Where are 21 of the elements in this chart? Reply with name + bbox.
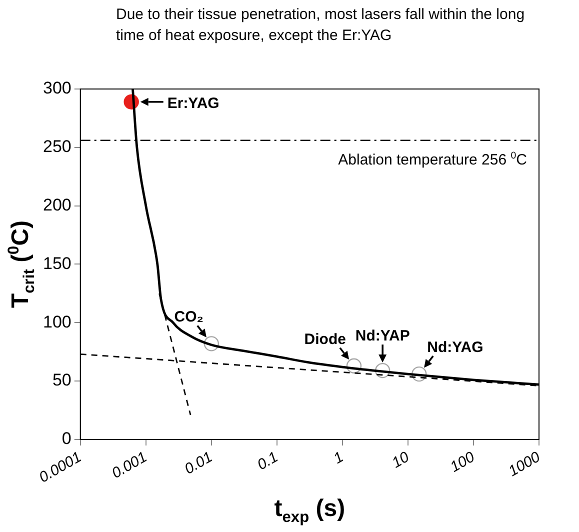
- y-tick-label: 150: [42, 254, 72, 273]
- y-tick-label: 0: [62, 429, 72, 448]
- y-tick-label: 300: [42, 78, 72, 98]
- x-tick-label: 10: [389, 448, 413, 472]
- y-tick-label: 50: [52, 370, 72, 390]
- chart-title: Due to their tissue penetration, most lasers fall within the long time of heat exposure, except the Er:YAG: [116, 5, 526, 46]
- x-tick-label: 1: [330, 448, 347, 468]
- x-tick-label: 0.01: [182, 448, 216, 478]
- annotation: Er:YAG: [167, 94, 220, 112]
- y-tick-label: 250: [42, 137, 72, 156]
- annotation: Nd:YAG: [427, 339, 484, 356]
- annotation: Diode: [304, 330, 346, 348]
- x-tick-label: 0.001: [108, 448, 150, 482]
- y-axis-title: Tcrit (0C): [5, 220, 38, 308]
- annotation: Nd:YAP: [355, 328, 410, 345]
- x-tick-label: 100: [447, 448, 478, 476]
- y-tick-label: 100: [42, 312, 72, 332]
- x-tick-label: 0.1: [254, 448, 282, 474]
- annotation: CO₂: [174, 308, 204, 326]
- x-tick-label: 1000: [506, 448, 544, 480]
- y-tick-label: 200: [42, 196, 72, 215]
